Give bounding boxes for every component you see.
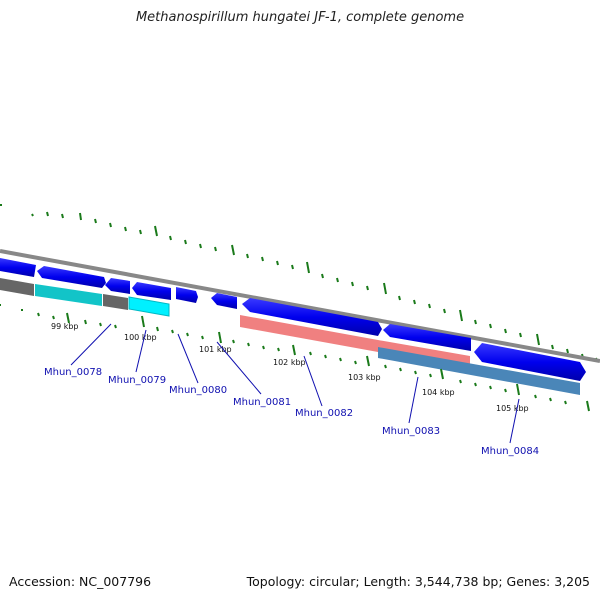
cds-arrow: [211, 293, 237, 309]
cds-arrow: [474, 343, 586, 381]
cds-arrow: [132, 282, 171, 300]
cog-segment: [103, 294, 128, 310]
tick-label: 103 kbp: [348, 373, 381, 382]
backbone-circle: [0, 249, 600, 363]
gene-label-mhun-0081[interactable]: Mhun_0081: [233, 397, 291, 408]
tick-label: 99 kbp: [51, 322, 79, 331]
gene-label-mhun-0078[interactable]: Mhun_0078: [44, 367, 102, 378]
cds-arrow: [37, 266, 106, 288]
gene-label-mhun-0080[interactable]: Mhun_0080: [169, 385, 227, 396]
gene-label-mhun-0083[interactable]: Mhun_0083: [382, 426, 440, 437]
cog-segment: [128, 296, 170, 317]
tick-label: 102 kbp: [273, 358, 306, 367]
tick-label: 101 kbp: [199, 345, 232, 354]
gene-label-mhun-0082[interactable]: Mhun_0082: [295, 408, 353, 419]
genome-summary-text: Topology: circular; Length: 3,544,738 bp…: [246, 574, 590, 589]
tick-label: 104 kbp: [422, 388, 455, 397]
forward-cds-track: [0, 258, 586, 381]
cds-arrow: [383, 324, 471, 351]
cog-segment: [240, 315, 378, 352]
cds-arrow: [242, 298, 382, 336]
cog-segment: [378, 347, 580, 395]
gene-label-mhun-0079[interactable]: Mhun_0079: [108, 375, 166, 386]
cog-segment: [378, 340, 470, 365]
cds-arrow: [0, 258, 36, 277]
tick-label: 100 kbp: [124, 333, 157, 342]
tick-label: 105 kbp: [496, 404, 529, 413]
cds-arrow: [105, 278, 130, 294]
cog-segment: [35, 284, 102, 306]
cog-track: [0, 278, 580, 395]
inner-tick-ring: [0, 304, 590, 412]
outer-tick-ring: [0, 204, 598, 362]
gene-label-mhun-0084[interactable]: Mhun_0084: [481, 446, 539, 457]
accession-text: Accession: NC_007796: [9, 574, 152, 589]
cds-arrow: [176, 287, 198, 303]
label-leaders: [70, 323, 520, 444]
cog-segment: [0, 278, 34, 296]
map-title: Methanospirillum hungatei JF-1, complete…: [135, 10, 465, 25]
